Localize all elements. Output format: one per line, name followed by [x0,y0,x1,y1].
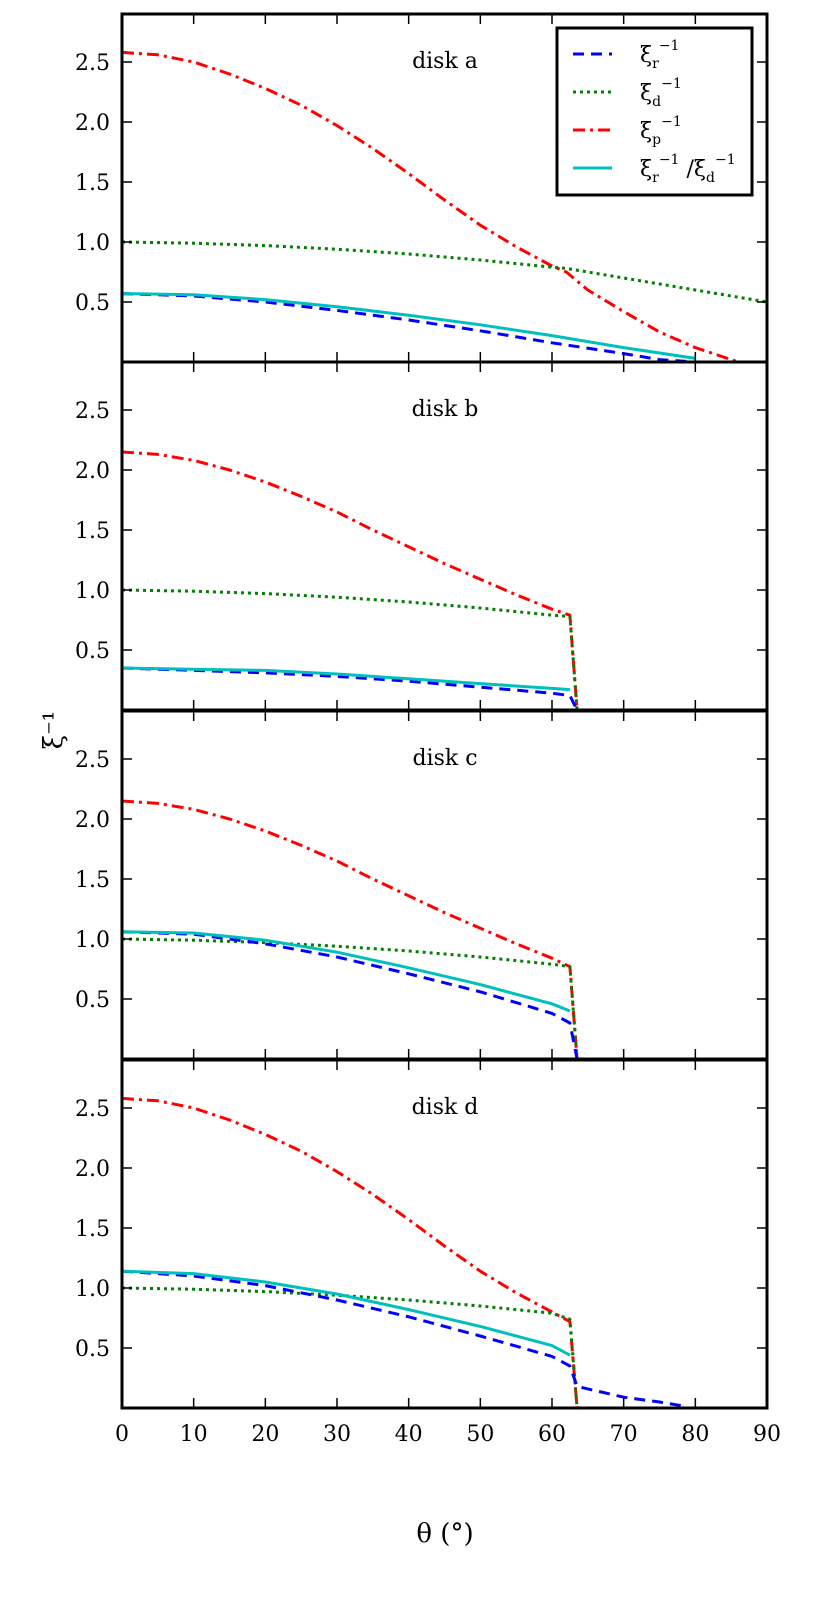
y-tick-label: 1.0 [75,231,110,256]
y-tick-label: 2.5 [75,51,110,76]
y-tick-label: 0.5 [75,291,110,316]
series-line-xi_p [122,450,579,710]
legend-label-xi_d: ξd−1 [640,76,682,110]
y-tick-label: 2.0 [75,808,110,833]
series-line-xi_p [122,799,579,1059]
series-line-xi_r [122,666,579,710]
series-line-ratio [122,930,571,1013]
legend-label-xi_p: ξp−1 [640,114,682,148]
x-tick-label: 20 [251,1422,279,1447]
y-tick-label: 2.0 [75,111,110,136]
panel-3: 0.5 1.0 1.5 2.0 2.5 disk c [75,709,769,1061]
x-tick-label: 80 [681,1422,709,1447]
x-tick-label: 40 [395,1422,423,1447]
y-tick-label: 1.5 [75,1217,110,1242]
x-tick-label: 50 [466,1422,494,1447]
series-group [122,450,579,710]
legend: ξr−1 ξd−1 ξp−1 ξr−1 /ξd−1 [555,26,754,197]
panel-title: disk b [412,397,479,422]
legend-label-ratio: ξr−1 /ξd−1 [640,152,736,186]
y-tick-label: 2.0 [75,1157,110,1182]
panel-title: disk c [412,746,477,771]
x-axis-title: θ (°) [416,1519,473,1549]
series-line-xi_d [122,937,579,1059]
series-line-xi_p [122,1096,579,1408]
x-tick-label: 90 [753,1422,781,1447]
x-tick-label: 10 [180,1422,208,1447]
y-tick-label: 1.0 [75,928,110,953]
series-line-xi_d [122,588,579,710]
y-tick-label: 1.0 [75,579,110,604]
series-group [122,799,579,1059]
series-line-xi_d [122,240,767,304]
panel-title: disk d [412,1095,479,1120]
x-tick-label: 60 [538,1422,566,1447]
y-tick-label: 1.5 [75,519,110,544]
panel-title: disk a [412,49,478,74]
y-tick-label: 2.5 [75,1097,110,1122]
y-axis-title: ξ⁻¹ [39,711,69,749]
series-line-xi_r [122,1269,682,1408]
x-tick-label: 30 [323,1422,351,1447]
series-group [122,50,767,362]
series-line-ratio [122,1269,571,1357]
y-tick-label: 0.5 [75,639,110,664]
panel-4: 0.5 1.0 1.5 2.0 2.5 disk d [75,1058,769,1410]
series-line-xi_r [122,292,696,362]
y-tick-label: 1.0 [75,1277,110,1302]
panels: 0.5 1.0 1.5 2.0 2.5 disk a 0.5 1.0 1.5 2.0 2.5 disk… [75,12,769,1410]
y-tick-label: 0.5 [75,1337,110,1362]
x-tick-label: 0 [115,1422,129,1447]
series-group [122,1096,682,1408]
y-tick-label: 1.5 [75,171,110,196]
legend-label-xi_r: ξr−1 [640,38,679,72]
x-axis: 0 10 20 30 40 50 60 70 80 90 [115,1422,781,1447]
y-tick-label: 1.5 [75,868,110,893]
y-tick-label: 2.5 [75,399,110,424]
series-line-xi_p [122,50,739,362]
panel-frame [120,1058,769,1410]
series-line-ratio [122,666,571,692]
series-line-xi_r [122,930,579,1059]
y-tick-label: 0.5 [75,988,110,1013]
panel-2: 0.5 1.0 1.5 2.0 2.5 disk b [75,360,769,712]
y-tick-label: 2.5 [75,748,110,773]
series-line-xi_d [122,1286,579,1408]
series-line-ratio [122,292,696,360]
y-tick-label: 2.0 [75,459,110,484]
x-tick-label: 70 [610,1422,638,1447]
